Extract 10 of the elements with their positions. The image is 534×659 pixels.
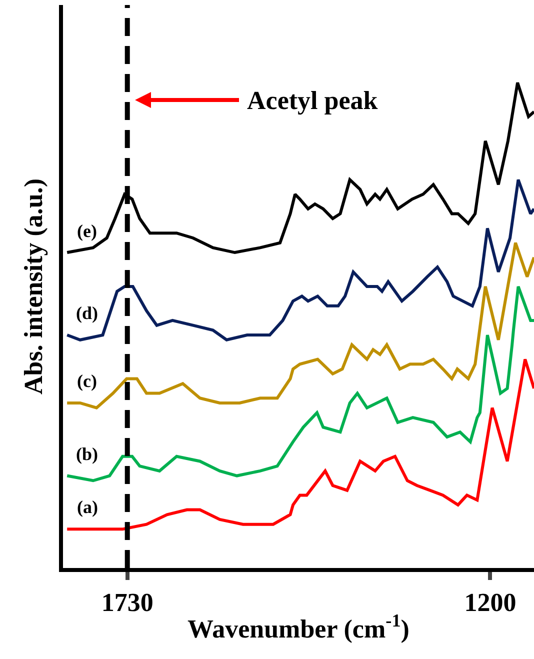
x-tick-label: 1200 (464, 588, 516, 618)
y-axis-title: Abs. intensity (a.u.) (18, 178, 48, 394)
series-label: (c) (77, 371, 97, 391)
series-label: (a) (77, 497, 98, 517)
series-label: (e) (77, 221, 97, 241)
x-tick-label: 1730 (101, 588, 154, 618)
series-label: (d) (76, 303, 98, 323)
x-axis-title: Wavenumber (cm$^{-1}$) (188, 610, 410, 644)
annotation: Acetyl peak (247, 86, 378, 115)
series-label: (b) (76, 444, 98, 464)
